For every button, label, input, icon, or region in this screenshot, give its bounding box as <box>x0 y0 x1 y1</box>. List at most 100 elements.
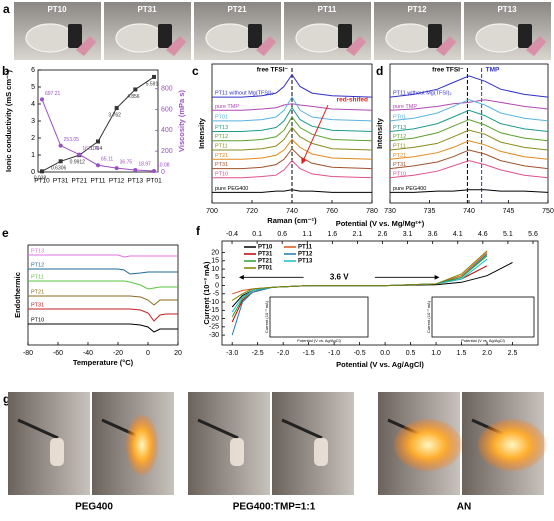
x-tick-label: 4.6 <box>478 231 488 238</box>
vial-cap <box>518 24 532 48</box>
series-label: PT12 <box>31 262 44 268</box>
series-label: PT21 <box>393 153 406 159</box>
data-label: 5.591 <box>146 81 159 87</box>
photo-caption: PEG400 <box>75 502 113 513</box>
photo-label: PT11 <box>318 5 337 14</box>
x-tick-label: 0.1 <box>252 231 262 238</box>
series-line <box>389 160 549 179</box>
series-line <box>389 140 549 160</box>
photo-label: PT21 <box>227 5 247 14</box>
axis-label: Ionic conductivity (mS cm⁻¹) <box>4 70 13 172</box>
axis-label: Raman (cm⁻¹) <box>267 216 317 225</box>
tweezer <box>197 418 239 440</box>
panel-letter: a <box>3 2 10 16</box>
inset-x-label: Potential (V vs. Ag/AgCl) <box>461 338 505 343</box>
series-line <box>389 99 549 122</box>
y-tick-label: 200 <box>161 148 173 155</box>
series-line <box>389 99 549 111</box>
data-point <box>40 97 44 102</box>
vial-cap <box>158 24 172 48</box>
vial <box>475 23 525 53</box>
series-line <box>389 149 549 170</box>
y-tick-label: 0 <box>161 169 165 176</box>
y-tick-label: 10 <box>211 266 219 273</box>
axis-label: Temperature (°C) <box>73 358 134 367</box>
series-label: PT10 <box>393 171 406 177</box>
series-label: PT13 <box>393 125 406 131</box>
photo-label: PT12 <box>407 5 427 14</box>
x-tick-label: 730 <box>384 208 396 215</box>
y-tick-label: 4 <box>31 101 35 108</box>
y-tick-label: 5 <box>215 274 219 281</box>
annotation: 3.6 V <box>330 272 349 281</box>
data-label: 65.11 <box>101 157 113 163</box>
series-line <box>389 119 549 142</box>
legend-label: PT11 <box>298 245 313 251</box>
inset-frame <box>269 296 369 338</box>
series-line <box>212 116 373 142</box>
clip <box>166 36 186 56</box>
x-tick-label: -1.5 <box>303 350 315 357</box>
photo <box>8 392 90 495</box>
y-tick-label: -10 <box>209 299 219 306</box>
y-tick-label: -20 <box>209 315 219 322</box>
data-label: 10.08 <box>157 162 170 168</box>
x-tick-label: 4.1 <box>453 231 463 238</box>
series-label: pure PEG400 <box>215 186 248 192</box>
x-tick-label: 735 <box>424 208 436 215</box>
data-label: 4.856 <box>127 94 140 100</box>
series-label: PT31 <box>393 162 406 168</box>
data-point <box>152 74 156 79</box>
legend-label: PT31 <box>258 252 273 258</box>
y-tick-label: 5 <box>31 84 35 91</box>
panel-letter: d <box>376 64 383 78</box>
series-label: PT12 <box>393 134 406 140</box>
series-line <box>28 254 178 258</box>
series-line <box>389 129 549 151</box>
plot-frame <box>27 244 179 346</box>
series-line <box>212 138 373 160</box>
series-label: PT31 <box>31 302 44 308</box>
series-label: PT10 <box>31 317 44 323</box>
legend-label: PT21 <box>258 259 273 265</box>
sample <box>50 438 64 466</box>
data-label: 3.762 <box>108 112 121 118</box>
x-tick-label: 5.1 <box>503 231 513 238</box>
annotation-arrow <box>301 104 329 165</box>
x-tick-label: PT31 <box>53 178 69 185</box>
series-label: PT13 <box>215 125 228 131</box>
vial-cap <box>428 24 442 48</box>
x-tick-label: 3.6 <box>428 231 438 238</box>
y-tick-label: 2 <box>31 135 35 142</box>
series-label: PT01 <box>393 114 406 120</box>
x-tick-label: 700 <box>206 208 218 215</box>
inset-y-label: Current (10⁻³ mA) <box>264 300 269 333</box>
x-tick-label: PT01 <box>146 178 162 185</box>
panel-letter: c <box>192 64 199 78</box>
series-line <box>212 189 372 193</box>
legend-label: PT13 <box>298 259 313 265</box>
sample <box>314 438 328 466</box>
legend-label: PT12 <box>298 252 313 258</box>
data-label: 1.794 <box>90 146 103 152</box>
series-label: PT21 <box>31 289 44 295</box>
x-tick-label: PT13 <box>128 178 144 185</box>
y-tick-label: 400 <box>161 127 173 134</box>
inset-frame <box>431 296 535 338</box>
axis-label: Viscosity (mPa s) <box>177 90 186 152</box>
axis-label: Intensity <box>197 117 206 149</box>
x-tick-label: -80 <box>23 350 33 357</box>
tweezer <box>17 418 59 440</box>
axis-label: Endothermic <box>13 272 22 318</box>
vial <box>295 23 345 53</box>
series-line <box>389 75 549 98</box>
clip <box>346 36 366 56</box>
axis-label: Current (10⁻³ mA) <box>202 261 211 325</box>
data-point <box>77 152 82 157</box>
series-line <box>212 126 373 151</box>
series-label: PT11 <box>393 144 406 150</box>
photo-label: PT10 <box>47 5 67 14</box>
axis-label: Potential (V vs. Mg/Mg²⁺) <box>336 219 425 228</box>
photo-label: PT13 <box>497 5 517 14</box>
x-tick-label: 0.6 <box>277 231 287 238</box>
